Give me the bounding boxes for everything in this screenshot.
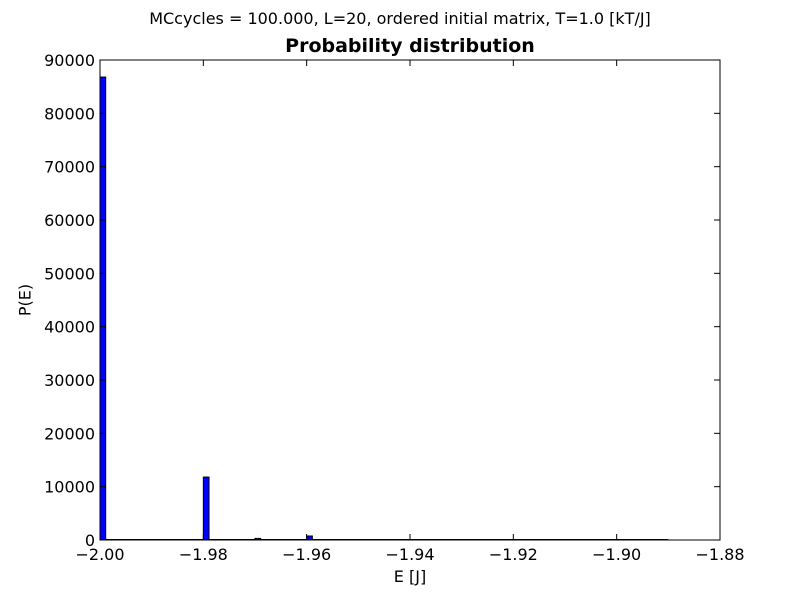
- x-tick-label: −2.00: [75, 545, 124, 564]
- y-tick-label: 90000: [44, 51, 95, 70]
- x-tick-label: −1.92: [489, 545, 538, 564]
- x-tick-label: −1.98: [179, 545, 228, 564]
- histogram-bar: [202, 476, 210, 541]
- plot-frame: [99, 59, 721, 541]
- x-tick-label: −1.88: [695, 545, 744, 564]
- chart-title: Probability distribution: [285, 35, 535, 57]
- ticks-layer: −2.00 −1.98 −1.96 −1.94 −1.92 −1.90 −1.88 0 1000…: [44, 51, 744, 564]
- x-tick-label: −1.96: [282, 545, 331, 564]
- y-tick-label: 0: [85, 531, 95, 550]
- bars-layer: [99, 76, 669, 541]
- x-axis-label: E [J]: [393, 567, 427, 586]
- y-tick-label: 80000: [44, 104, 95, 123]
- histogram-bar: [306, 535, 313, 541]
- y-tick-label: 70000: [44, 158, 95, 177]
- y-tick-label: 20000: [44, 424, 95, 443]
- histogram-bar: [99, 76, 107, 541]
- y-tick-label: 50000: [44, 264, 95, 283]
- x-tick-label: −1.94: [385, 545, 434, 564]
- x-tick-label: −1.90: [592, 545, 641, 564]
- figure-suptitle: MCcycles = 100.000, L=20, ordered initia…: [149, 9, 651, 28]
- y-tick-label: 10000: [44, 478, 95, 497]
- y-tick-label: 40000: [44, 318, 95, 337]
- y-tick-label: 30000: [44, 371, 95, 390]
- y-tick-label: 60000: [44, 211, 95, 230]
